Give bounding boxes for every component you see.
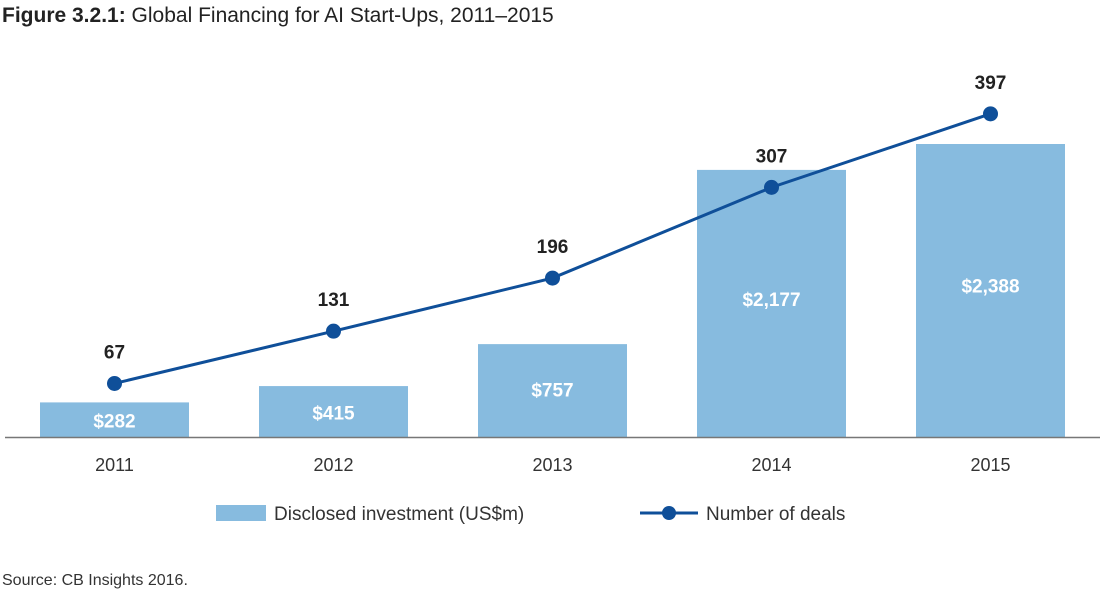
source-note: Source: CB Insights 2016. — [2, 572, 188, 589]
bar-value-label-2013: $757 — [531, 381, 573, 402]
legend: Disclosed investment (US$m) Number of de… — [216, 504, 845, 525]
legend-line-marker — [662, 506, 676, 520]
deal-count-label-2011: 67 — [104, 342, 125, 363]
legend-line-label: Number of deals — [706, 504, 845, 525]
bar-2012 — [259, 386, 408, 437]
bar-2014 — [697, 169, 846, 437]
x-tick-2011: 2011 — [95, 455, 134, 475]
legend-bar-label: Disclosed investment (US$m) — [274, 504, 524, 525]
deal-point-2015 — [983, 106, 998, 122]
deal-point-2013 — [545, 270, 560, 286]
deal-point-2014 — [764, 179, 779, 195]
bar-2011 — [40, 402, 189, 437]
deal-count-label-2015: 397 — [975, 73, 1007, 94]
chart-canvas: $282 $415$757$2,177$2,388 67131196307397 … — [5, 73, 1100, 525]
legend-bar-swatch — [216, 505, 266, 521]
bar-value-label-2012: $415 — [312, 404, 355, 425]
deal-count-label-2012: 131 — [318, 290, 350, 311]
deal-point-2012 — [326, 323, 341, 339]
x-tick-2014: 2014 — [751, 455, 791, 475]
figure-reference: Figure 3.2.1: — [2, 4, 126, 27]
deal-count-label-2013: 196 — [537, 237, 569, 258]
bar-2015 — [916, 144, 1065, 437]
x-tick-2013: 2013 — [532, 455, 572, 475]
chart-title-text: Global Financing for AI Start-Ups, 2011–… — [131, 4, 554, 27]
chart-title: Figure 3.2.1: Global Financing for AI St… — [2, 4, 554, 28]
bar-value-label-2014: $2,177 — [742, 290, 800, 311]
line-layer: 67 131 196 307 397 — [104, 73, 1006, 391]
x-tick-2015: 2015 — [970, 455, 1010, 475]
bar-2013 — [478, 344, 627, 437]
deal-point-2011 — [107, 375, 122, 391]
x-tick-2012: 2012 — [313, 455, 353, 475]
x-tick-labels: 2011 2012 2013 2014 2015 — [95, 455, 1010, 475]
bars-layer: $282 $415 $757 $2,177 $2,388 — [40, 144, 1065, 437]
deal-count-label-2014: 307 — [756, 146, 788, 167]
bar-value-label-2015: $2,388 — [961, 277, 1019, 298]
bar-value-label-2011: $282 — [93, 412, 135, 433]
